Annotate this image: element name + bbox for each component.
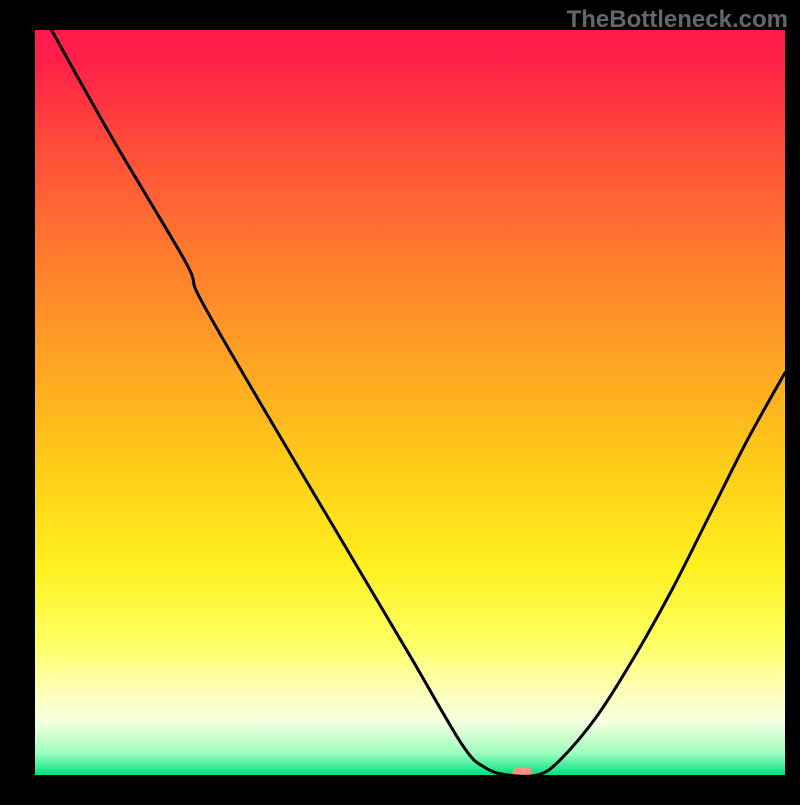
watermark-text: TheBottleneck.com [567, 6, 788, 34]
bottleneck-chart [0, 0, 800, 800]
chart-svg [0, 0, 800, 800]
highlight-marker [513, 767, 533, 779]
gradient-background [35, 30, 785, 775]
